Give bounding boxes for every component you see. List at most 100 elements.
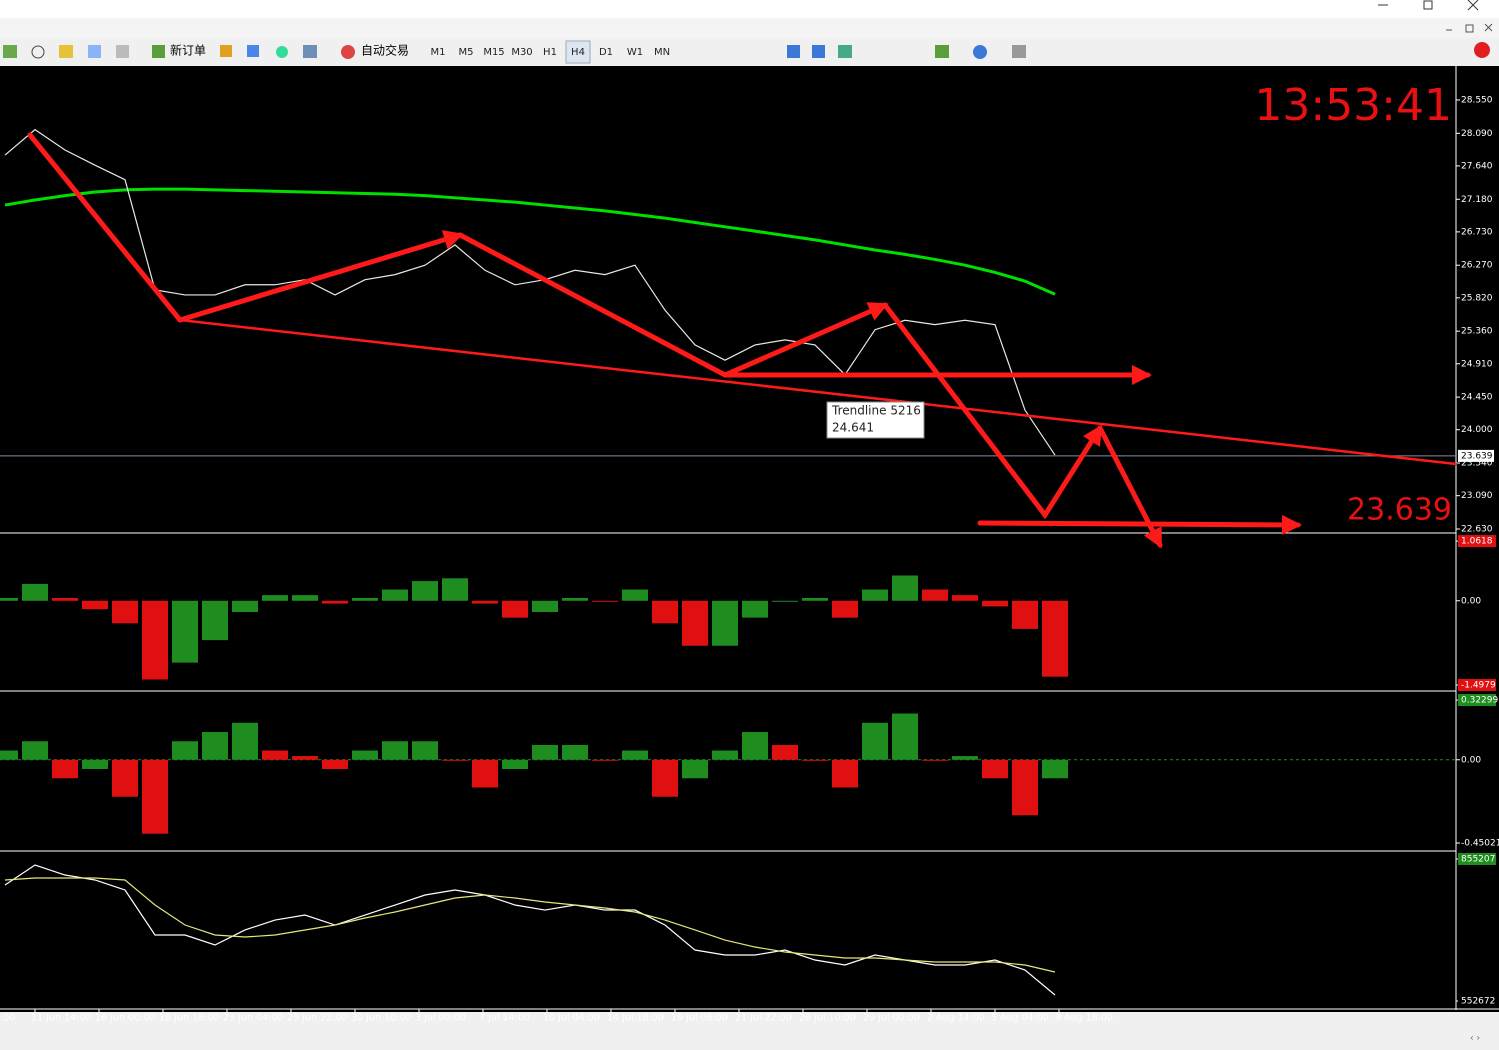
y-tick-label: 552672 (1461, 997, 1495, 1007)
histogram-bar (562, 744, 588, 760)
window-controls[interactable] (1378, 0, 1479, 11)
histogram-bar (352, 750, 378, 760)
histogram-bar (802, 759, 828, 761)
y-tick-label: 1.0618 (1461, 537, 1493, 547)
y-tick-label: 26.730 (1461, 227, 1493, 237)
histogram-bar (232, 722, 258, 760)
timeframe-button[interactable]: H4 (571, 47, 585, 58)
timeframe-button[interactable]: H1 (543, 47, 557, 58)
histogram-bar (982, 600, 1008, 607)
x-tick-label: 9 Aug 18:00 (1055, 1013, 1113, 1024)
tooltip-name: Trendline 5216 (831, 404, 921, 418)
histogram-bar (592, 600, 618, 602)
histogram-bar (532, 600, 558, 613)
active-timeframe (565, 40, 591, 64)
histogram-bar (172, 600, 198, 663)
chart-window (0, 66, 1499, 1012)
histogram-bar (832, 759, 858, 788)
y-tick-label-bg (1458, 694, 1496, 707)
child-window-controls[interactable] (1446, 23, 1493, 33)
y-tick-label: 23.540 (1461, 459, 1493, 469)
timeframe-button[interactable]: W1 (627, 47, 643, 58)
y-tick-label: 28.090 (1461, 129, 1493, 139)
y-tick-label: 24.000 (1461, 425, 1493, 435)
y-tick-label-bg (1458, 535, 1496, 548)
histogram-bar (52, 597, 78, 601)
histogram-bar (262, 595, 288, 601)
histogram-bar (142, 600, 168, 680)
y-tick-label: -0.45021 (1461, 839, 1499, 849)
timeframe-button[interactable]: D1 (599, 47, 613, 58)
histogram-bar (0, 750, 18, 760)
histogram-bar (412, 581, 438, 601)
series-line (4, 864, 1056, 996)
histogram-bar (412, 741, 438, 760)
y-tick-label: 28.550 (1461, 95, 1493, 105)
timeframe-button[interactable]: M1 (431, 47, 446, 58)
histogram-bar (682, 759, 708, 779)
scroll-arrows[interactable]: ‹ › (1470, 1034, 1480, 1044)
x-tick-label: 19 Jul 06:00 (671, 1013, 728, 1024)
histogram-bar (142, 759, 168, 834)
new-order-button[interactable]: 新订单 (170, 43, 206, 58)
x-tick-label: 3 Jul 00:00 (415, 1013, 466, 1024)
histogram-bar (262, 750, 288, 760)
x-tick-label: 2:00 (0, 1013, 15, 1024)
series-line (4, 128, 1056, 456)
y-tick-label: 0.32299 (1461, 696, 1498, 706)
histogram-bar (712, 600, 738, 646)
x-tick-label: 10 Jul 04:00 (543, 1013, 600, 1024)
histogram-bar (802, 597, 828, 601)
histogram-bar (1012, 759, 1038, 816)
timeframe-button[interactable]: M15 (483, 47, 504, 58)
histogram-bar (82, 600, 108, 610)
x-tick-label: 16 Jun 00:00 (95, 1013, 155, 1024)
timeframe-button[interactable]: M30 (511, 47, 532, 58)
histogram-bar (382, 741, 408, 760)
x-tick-label: 14 Jul 18:00 (607, 1013, 664, 1024)
histogram-bar (1012, 600, 1038, 629)
y-tick-label: 27.640 (1461, 161, 1493, 171)
histogram-bar (322, 600, 348, 604)
x-tick-label: 21 Jul 22:00 (735, 1013, 792, 1024)
histogram-bar (622, 589, 648, 601)
x-tick-label: 18 Jun 18:00 (159, 1013, 219, 1024)
histogram-bar (952, 756, 978, 760)
histogram-bar (682, 600, 708, 646)
histogram-bar (982, 759, 1008, 779)
histogram-bar (292, 756, 318, 760)
y-tick-label-bg (1458, 853, 1496, 866)
timeframe-button[interactable]: MN (654, 47, 670, 58)
histogram-bar (862, 722, 888, 760)
histogram-bar (22, 741, 48, 760)
x-tick-label: 2 Aug 14:00 (927, 1013, 985, 1024)
y-tick-label-bg (1458, 995, 1496, 1008)
histogram-bar (772, 744, 798, 760)
histogram-bar (22, 583, 48, 601)
timeframe-button[interactable]: M5 (459, 47, 474, 58)
y-tick-label-bg (1458, 678, 1496, 691)
histogram-bar (502, 759, 528, 770)
toolbar-icons[interactable] (3, 42, 1490, 59)
y-tick-label: 27.180 (1461, 195, 1493, 205)
x-tick-label: 26 Jul 10:00 (799, 1013, 856, 1024)
x-tick-label: 5 Aug 04:00 (991, 1013, 1049, 1024)
histogram-bar (82, 759, 108, 770)
histogram-bar (112, 600, 138, 624)
y-tick-label: -1.4979 (1461, 680, 1496, 690)
histogram-bar (382, 589, 408, 601)
histogram-bar (922, 759, 948, 761)
histogram-bar (502, 600, 528, 618)
y-tick-label: 25.360 (1461, 327, 1493, 337)
auto-trading-button[interactable]: 自动交易 (361, 43, 409, 58)
y-tick-label: 0.00 (1461, 596, 1481, 606)
current-price-label: 23.639 (1461, 451, 1493, 461)
y-tick-label: 26.270 (1461, 261, 1493, 271)
histogram-bar (442, 759, 468, 761)
status-bar (0, 1026, 1499, 1046)
histogram-bar (352, 597, 378, 601)
histogram-bar (772, 600, 798, 602)
histogram-bar (592, 759, 618, 761)
